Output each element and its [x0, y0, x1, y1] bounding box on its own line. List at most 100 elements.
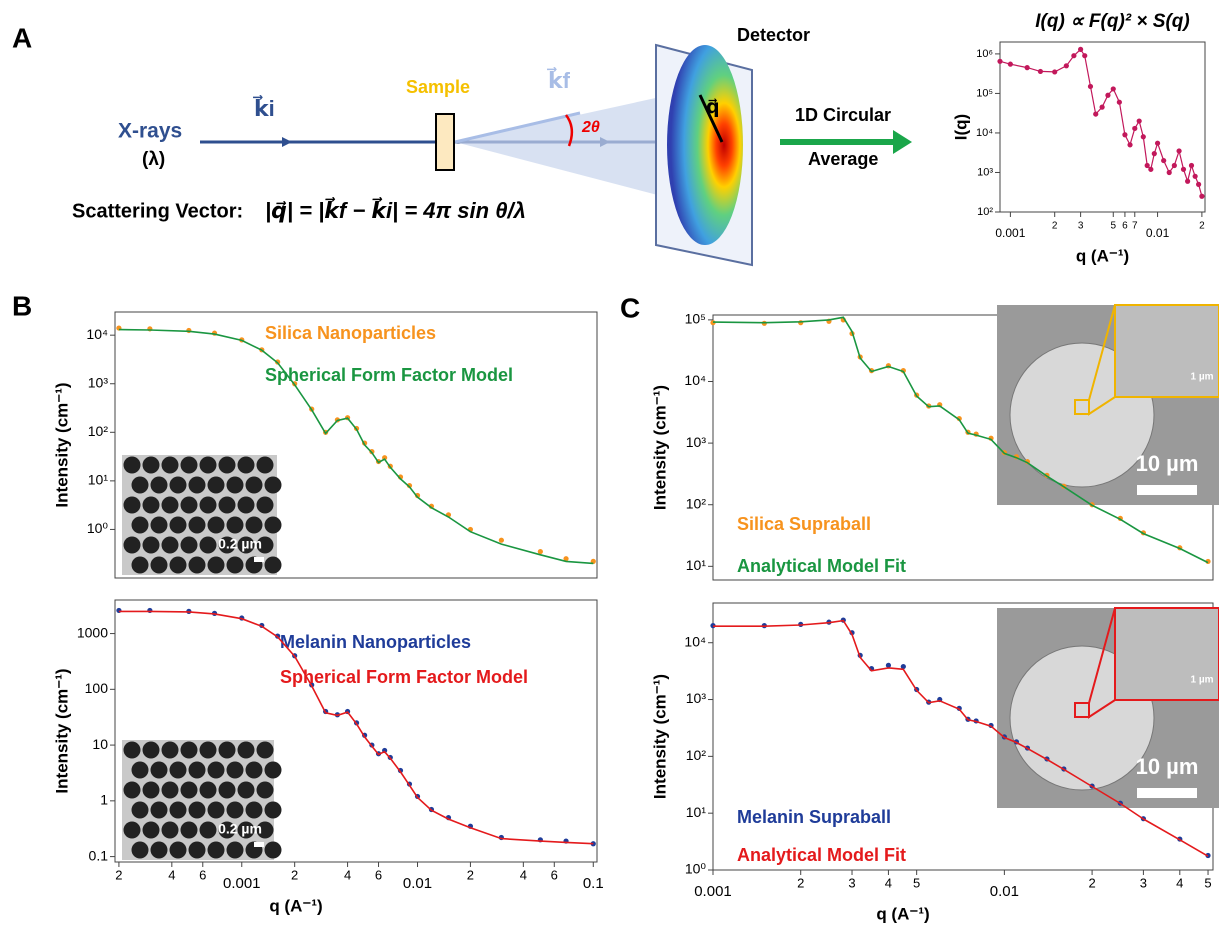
y-tick-label: 10⁴ — [684, 372, 706, 388]
x-tick-label: 2 — [115, 867, 122, 882]
x-tick-label: 3 — [1078, 221, 1084, 232]
sample — [435, 113, 455, 171]
y-tick-label: 10⁴ — [684, 633, 706, 649]
inset-image: 10 µm 1 µm — [997, 607, 1219, 808]
scale-bar — [1137, 485, 1197, 495]
plot-frame — [114, 599, 598, 863]
particle — [226, 476, 244, 494]
angle-arc — [564, 114, 574, 147]
particle — [180, 781, 198, 799]
particle — [256, 821, 274, 839]
data-point — [1099, 104, 1105, 110]
y-axis-label: Intensity (cm⁻¹) — [650, 674, 669, 799]
particle — [256, 741, 274, 759]
inset-image: 0.2 µm — [122, 455, 282, 575]
y-tick-label: 10¹ — [686, 804, 707, 820]
data-point — [997, 58, 1003, 64]
particle — [188, 556, 206, 574]
formula: |q⃗| = |k⃗f − k⃗i| = 4π sin θ/λ — [265, 197, 526, 223]
scale-bar — [254, 557, 264, 562]
panel-label: A — [12, 22, 32, 53]
legend-entry: Silica Nanoparticles — [265, 323, 436, 343]
particle — [237, 781, 255, 799]
particle — [237, 741, 255, 759]
x-tick-label: 5 — [1204, 875, 1211, 890]
zoom-image — [1114, 304, 1219, 398]
x-tick-label: 2 — [1088, 875, 1095, 890]
label: q⃗ — [706, 97, 720, 118]
particle — [226, 556, 244, 574]
y-tick-label: 1000 — [77, 624, 108, 640]
y-axis-label: Intensity (cm⁻¹) — [650, 385, 669, 510]
x-axis-label: q (A⁻¹) — [1076, 246, 1129, 265]
particle — [131, 841, 149, 859]
data-point — [1176, 148, 1182, 154]
particle — [218, 821, 236, 839]
x-tick-label: 3 — [1140, 875, 1147, 890]
particle — [245, 761, 263, 779]
label: Average — [808, 149, 878, 169]
y-tick-label: 10³ — [88, 374, 109, 390]
data-point — [406, 482, 413, 489]
x-tick-label: 4 — [885, 875, 892, 890]
panel-label: C — [620, 292, 640, 323]
data-point — [1144, 162, 1150, 169]
scale-bar — [254, 842, 264, 847]
label: (λ) — [142, 149, 165, 170]
chart-title: I(q) ∝ F(q)² × S(q) — [1035, 11, 1189, 32]
data-point — [1161, 157, 1167, 164]
data-point — [956, 415, 962, 422]
label: X-rays — [118, 120, 182, 143]
y-tick-label: 1 — [100, 792, 108, 808]
x-tick-label: 4 — [168, 867, 175, 882]
x-tick-label: 6 — [375, 867, 382, 882]
particle — [142, 821, 160, 839]
x-tick-label: 5 — [913, 875, 920, 890]
particle — [207, 801, 225, 819]
scale-label: 0.2 µm — [218, 821, 262, 837]
x-tick-label: 2 — [797, 875, 804, 890]
zoom-scale-label: 1 µm — [1191, 675, 1214, 686]
particle — [207, 761, 225, 779]
particle — [188, 761, 206, 779]
data-point — [1087, 83, 1094, 90]
y-tick-label: 10² — [686, 495, 707, 511]
particle — [169, 556, 187, 574]
particle — [123, 821, 141, 839]
particle — [123, 496, 141, 514]
particle — [180, 456, 198, 474]
cone — [455, 85, 715, 210]
data-point — [1154, 140, 1161, 146]
particle — [150, 841, 168, 859]
particle — [226, 761, 244, 779]
y-axis-label: Intensity (cm⁻¹) — [52, 668, 71, 793]
particle — [142, 781, 160, 799]
y-tick-label: 10² — [88, 423, 109, 439]
data-point — [116, 607, 122, 614]
particle — [199, 536, 217, 554]
x-tick-label: 6 — [1122, 221, 1128, 232]
particle — [245, 476, 263, 494]
y-tick-label: 10³ — [686, 690, 707, 706]
x-tick-label: 4 — [1176, 875, 1183, 890]
x-tick-label: 6 — [199, 867, 206, 882]
particle — [237, 456, 255, 474]
particle — [150, 476, 168, 494]
x-tick-label: 0.01 — [990, 883, 1019, 900]
x-tick-label: 4 — [520, 867, 527, 882]
particle — [161, 456, 179, 474]
particle — [207, 516, 225, 534]
y-tick-label: 10⁵ — [685, 311, 706, 327]
label: Sample — [406, 77, 470, 97]
series-line — [712, 316, 1209, 564]
data-point — [1078, 46, 1084, 52]
particle — [180, 741, 198, 759]
particle — [256, 781, 274, 799]
particle — [161, 741, 179, 759]
series-line — [713, 619, 1209, 857]
legend-entry: Analytical Model Fit — [737, 556, 906, 576]
particle — [199, 456, 217, 474]
particle — [180, 536, 198, 554]
y-axis-label: Intensity (cm⁻¹) — [52, 382, 71, 507]
x-tick-label: 0.01 — [1146, 226, 1170, 240]
